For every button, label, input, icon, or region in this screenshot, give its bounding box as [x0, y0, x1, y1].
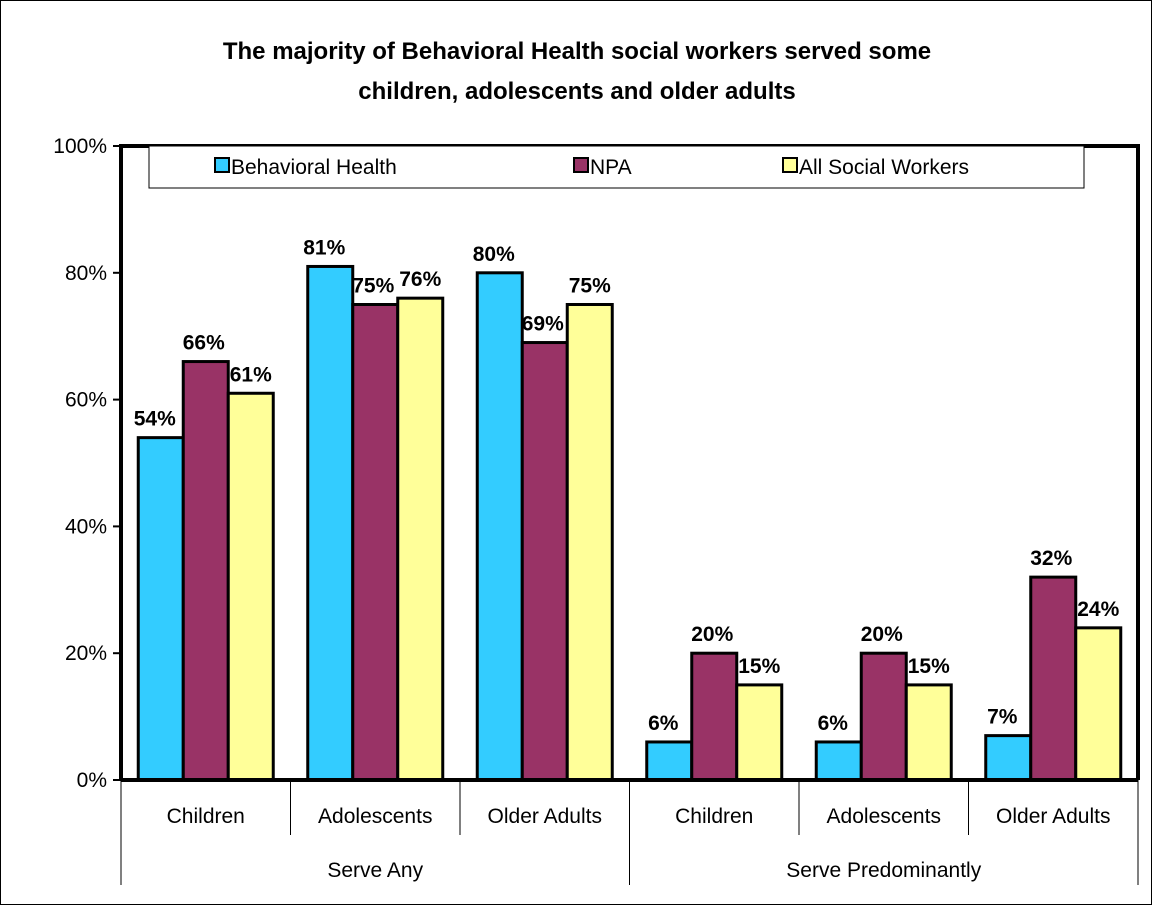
bar [136, 436, 185, 782]
bars [136, 264, 1123, 782]
bar [396, 296, 445, 782]
legend-swatch [573, 157, 589, 173]
data-label: 20% [691, 623, 733, 646]
bar [226, 391, 275, 782]
x-category-label: Children [675, 805, 753, 828]
data-labels: 54%66%61%81%75% 76%80%69%75%6%20%15%6%20%… [134, 236, 1120, 735]
bar [735, 683, 784, 782]
y-tick-label: 80% [65, 262, 107, 285]
bar [984, 734, 1033, 782]
data-label: 75% [352, 275, 394, 298]
data-label: 32% [1030, 547, 1072, 570]
chart-title: The majority of Behavioral Health social… [223, 38, 931, 105]
data-label: 81% [303, 236, 345, 259]
bar [1029, 575, 1078, 782]
data-label: 76% [399, 268, 441, 291]
x-axis: Children Adolescents Older Adults Children A… [120, 778, 1139, 885]
bar [475, 271, 524, 782]
y-tick-label: 0% [77, 769, 107, 792]
bar [1074, 626, 1123, 782]
x-category-label: Older Adults [996, 805, 1110, 828]
bar [306, 264, 355, 782]
data-label: 6% [818, 712, 849, 735]
bar [520, 341, 569, 782]
data-label: 7% [987, 706, 1018, 729]
y-tick-label: 100% [53, 135, 107, 158]
x-category-label: Adolescents [318, 805, 432, 828]
data-label: 54% [134, 408, 176, 431]
data-label: 20% [861, 623, 903, 646]
bar [859, 651, 908, 782]
x-category-label: Adolescents [827, 805, 941, 828]
data-label: 61% [230, 363, 272, 386]
data-label: 6% [648, 712, 679, 735]
y-tick-label: 40% [65, 515, 107, 538]
data-label: 80% [473, 243, 515, 266]
bar [814, 740, 863, 782]
x-category-label: Children [167, 805, 245, 828]
data-label: 15% [738, 655, 780, 678]
legend-swatch [214, 157, 230, 173]
bar [181, 360, 230, 782]
y-tick-label: 60% [65, 389, 107, 412]
bar [690, 651, 739, 782]
legend-box [148, 145, 1085, 189]
legend-label: NPA [590, 156, 632, 179]
y-axis: 0% 20% 40% 60% 80% 100% [53, 135, 121, 792]
data-label: 24% [1077, 598, 1119, 621]
x-group-label: Serve Predominantly [786, 859, 981, 882]
legend-label: All Social Workers [799, 156, 969, 179]
bar [351, 303, 400, 782]
chart-title-line-2: children, adolescents and older adults [358, 78, 795, 105]
legend: Behavioral Health NPA All Social Workers [148, 145, 1085, 189]
x-category-label: Older Adults [488, 805, 602, 828]
data-label: 69% [522, 313, 564, 336]
x-group-label: Serve Any [327, 859, 423, 882]
data-label: 66% [183, 332, 225, 355]
data-label: 15% [908, 655, 950, 678]
chart-title-line-1: The majority of Behavioral Health social… [223, 38, 931, 65]
bar [645, 740, 694, 782]
legend-label: Behavioral Health [231, 156, 397, 179]
legend-swatch [782, 157, 798, 173]
bar [565, 303, 614, 782]
bar [904, 683, 953, 782]
y-tick-label: 20% [65, 642, 107, 665]
data-label: 75% [569, 275, 611, 298]
